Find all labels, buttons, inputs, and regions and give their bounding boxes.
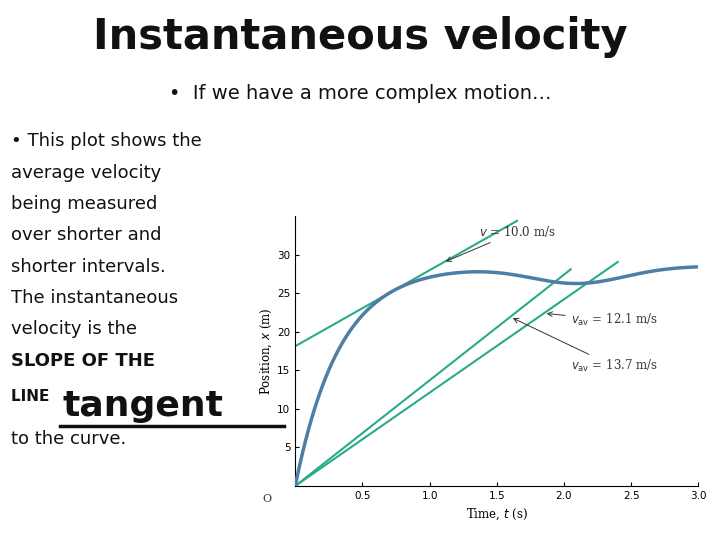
Text: Instantaneous velocity: Instantaneous velocity [93,16,627,58]
Text: SLOPE OF THE: SLOPE OF THE [11,352,155,369]
Text: to the curve.: to the curve. [11,430,126,448]
Text: $v_{\rm av}$ = 12.1 m/s: $v_{\rm av}$ = 12.1 m/s [548,312,657,328]
Text: $v$ = 10.0 m/s: $v$ = 10.0 m/s [446,224,555,261]
Text: $v_{\rm av}$ = 13.7 m/s: $v_{\rm av}$ = 13.7 m/s [514,319,657,374]
Text: being measured: being measured [11,195,157,213]
Text: • This plot shows the: • This plot shows the [11,132,202,150]
Text: The instantaneous: The instantaneous [11,289,178,307]
Text: over shorter and: over shorter and [11,226,161,244]
Text: O: O [262,494,271,504]
Y-axis label: Position, $x$ (m): Position, $x$ (m) [259,307,274,395]
Text: •  If we have a more complex motion…: • If we have a more complex motion… [168,84,552,103]
Text: tangent: tangent [63,389,224,423]
Text: average velocity: average velocity [11,164,161,181]
Text: velocity is the: velocity is the [11,320,137,338]
Text: LINE: LINE [11,389,55,404]
Text: shorter intervals.: shorter intervals. [11,258,166,275]
X-axis label: Time, $t$ (s): Time, $t$ (s) [466,507,528,522]
